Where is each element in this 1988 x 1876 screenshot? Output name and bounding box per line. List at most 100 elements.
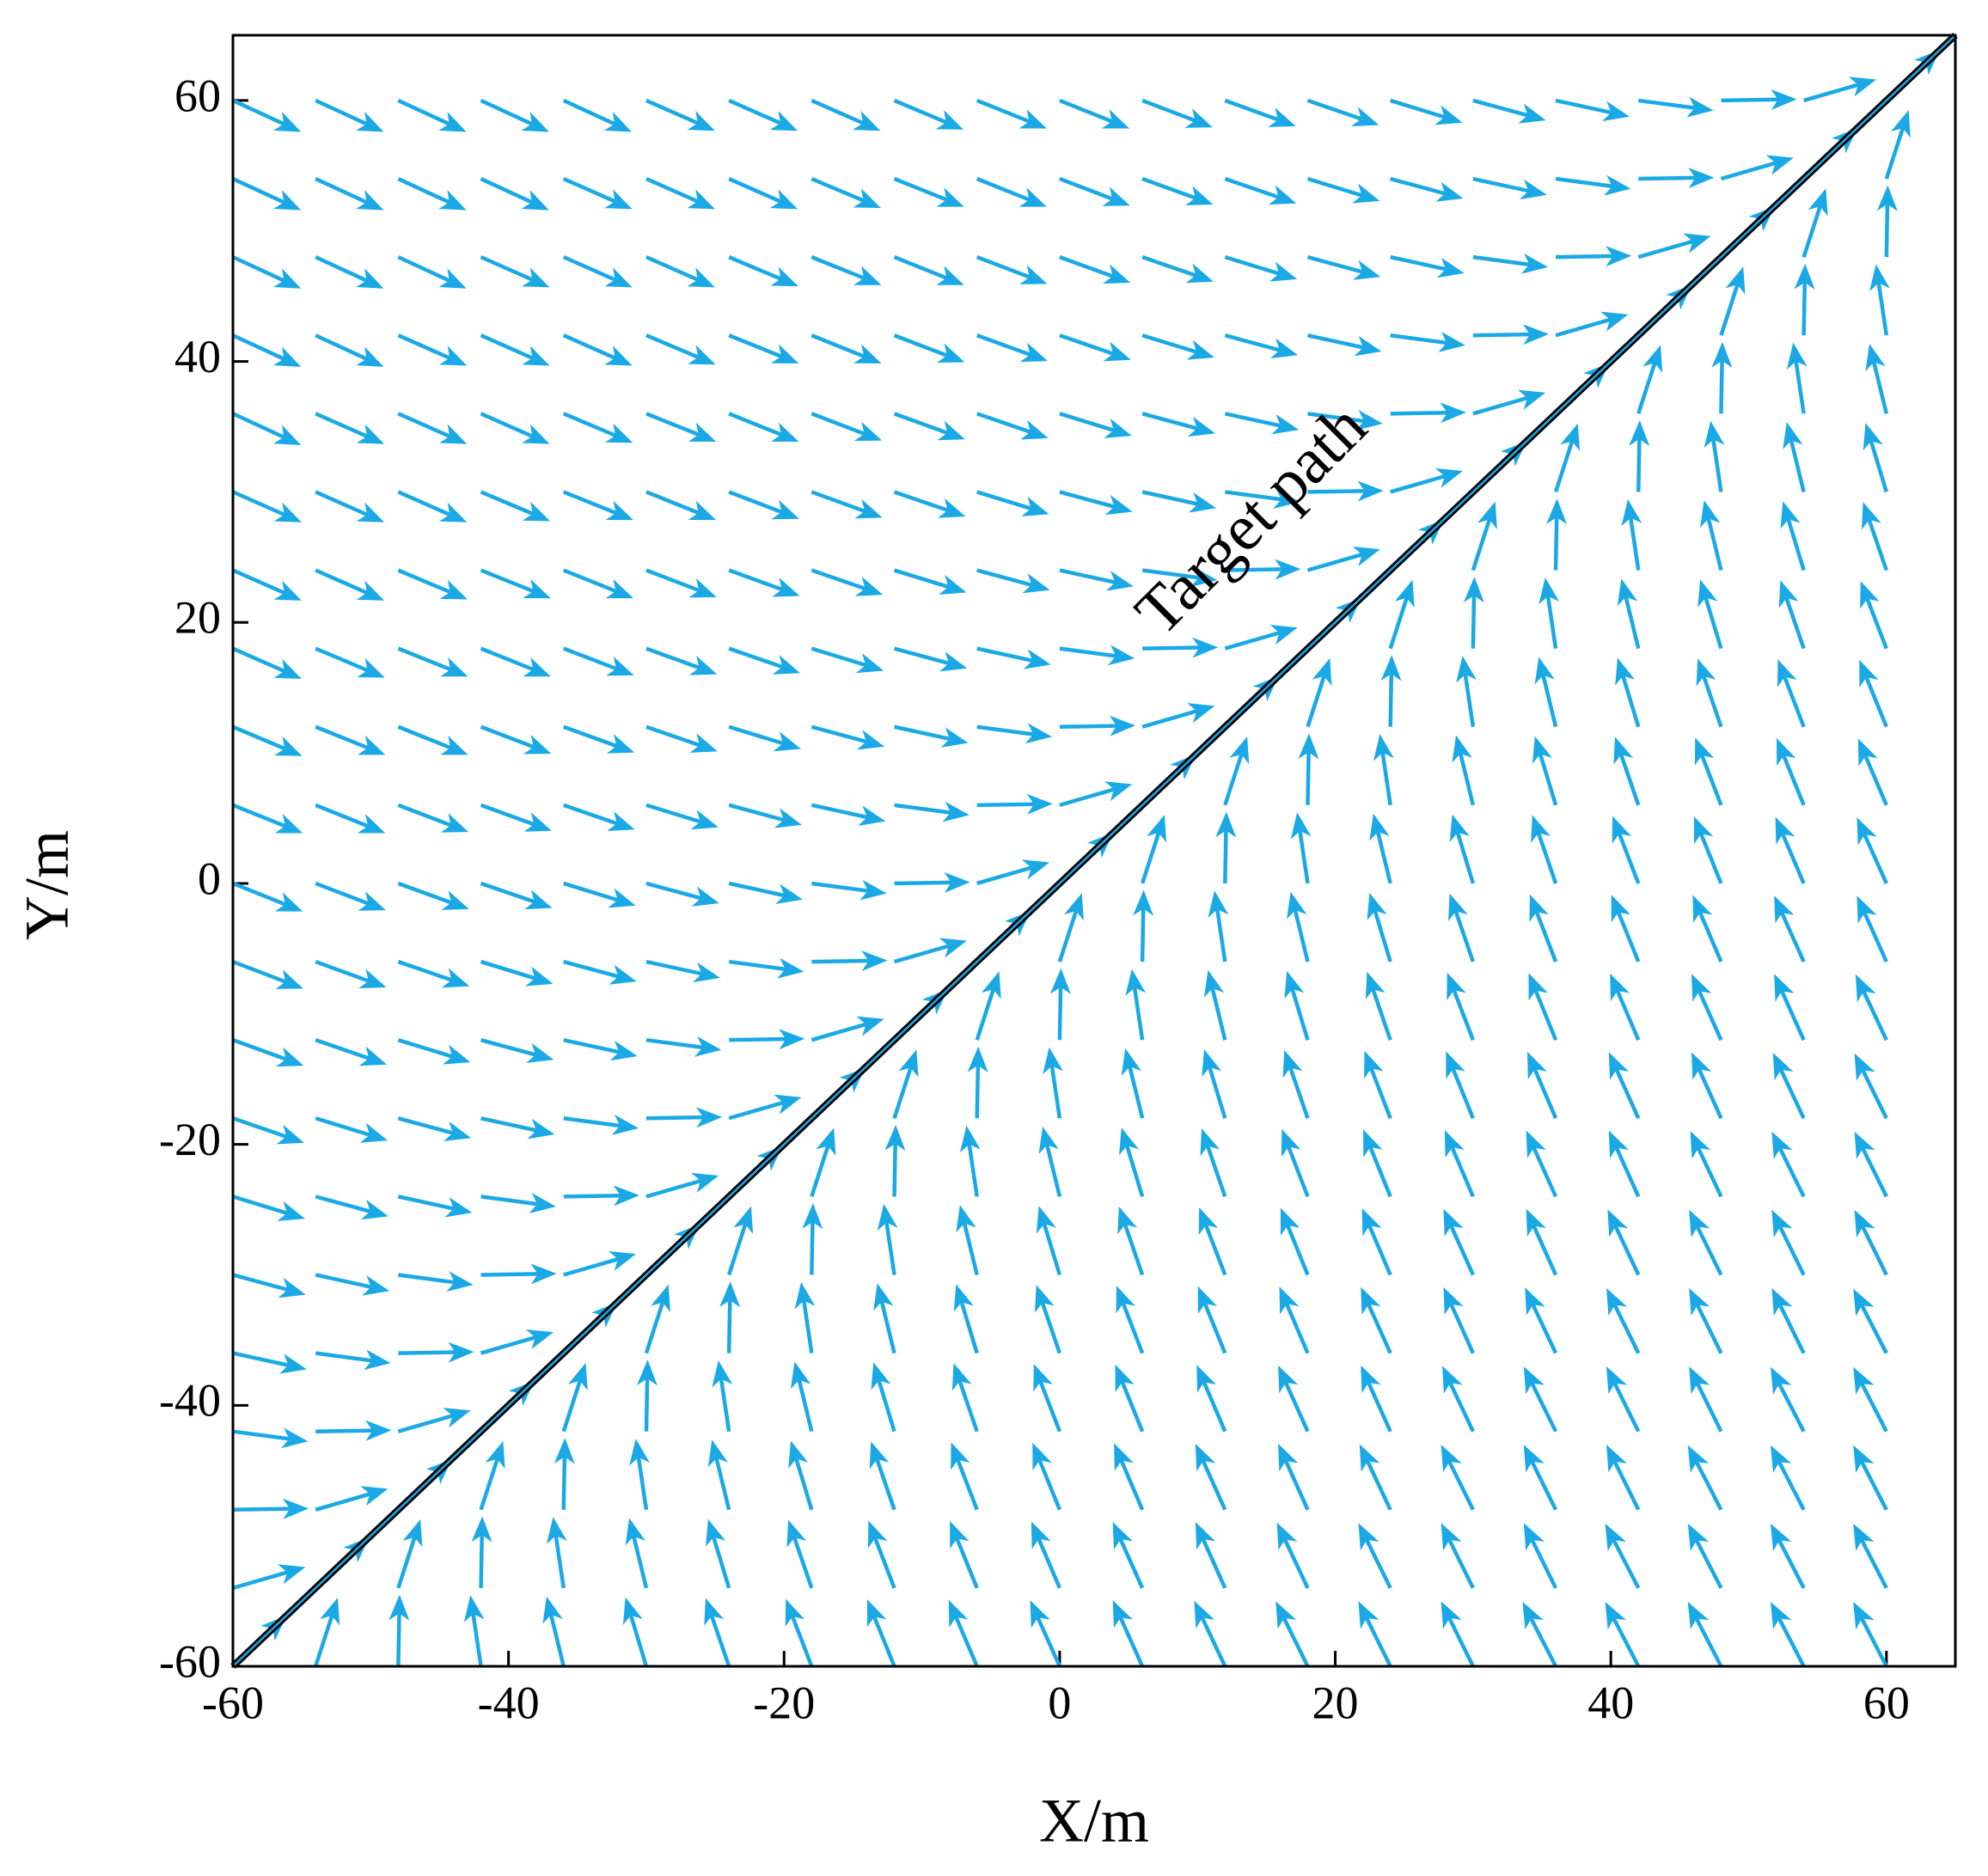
arrow-head	[1186, 339, 1214, 360]
arrow	[397, 1195, 473, 1218]
arrow-head	[1121, 1048, 1142, 1076]
arrow-shaft	[1450, 1146, 1475, 1198]
arrow-shaft	[1876, 281, 1889, 336]
arrow	[562, 724, 635, 754]
arrow	[396, 1519, 423, 1589]
arrow-head	[948, 1599, 969, 1628]
arrow-shaft	[894, 724, 951, 742]
arrow-head	[1197, 1286, 1218, 1314]
arrow	[786, 1519, 814, 1589]
arrow-shaft	[1388, 673, 1394, 727]
arrow	[1770, 1601, 1806, 1668]
arrow	[554, 1438, 575, 1510]
arrow-head	[1198, 1207, 1219, 1236]
arrow-shaft	[810, 333, 866, 359]
arrow-head	[1026, 793, 1053, 815]
arrow-shaft	[1455, 831, 1476, 884]
arrow-head	[959, 1125, 981, 1153]
arrow-head	[530, 1263, 557, 1285]
arrow-head	[463, 1595, 485, 1622]
arrow-shaft	[1694, 1460, 1723, 1511]
arrow	[315, 1116, 388, 1143]
arrow-head	[687, 189, 715, 210]
arrow-head	[786, 1519, 807, 1548]
arrow	[976, 490, 1049, 516]
arrow-shaft	[1057, 986, 1063, 1041]
arrow-shaft	[1777, 1382, 1806, 1433]
arrow-shaft	[893, 568, 950, 590]
arrow-head	[1520, 253, 1549, 274]
arrow-shaft	[232, 1351, 290, 1368]
arrow-shaft	[479, 1457, 500, 1511]
arrow-head	[604, 189, 633, 210]
arrow	[1526, 1208, 1558, 1276]
arrow-shaft	[1036, 1616, 1061, 1667]
arrow-shaft	[1059, 787, 1116, 808]
arrow-shaft	[1057, 909, 1079, 962]
arrow-head	[873, 1283, 894, 1311]
arrow	[1443, 1286, 1475, 1354]
arrow-head	[944, 872, 970, 893]
arrow-shaft	[728, 333, 783, 359]
arrow-head	[358, 814, 386, 834]
arrow-shaft	[562, 176, 617, 204]
arrow	[1859, 659, 1888, 728]
arrow-head	[1532, 736, 1552, 764]
arrow-head	[1853, 1288, 1875, 1317]
arrow-head	[858, 805, 886, 826]
arrow	[1687, 1523, 1723, 1589]
arrow-head	[733, 1206, 754, 1234]
arrow-head	[771, 344, 799, 364]
arrow-shaft	[645, 176, 700, 204]
arrow-shaft	[1862, 833, 1888, 884]
arrow-shaft	[957, 1379, 979, 1433]
arrow-head	[360, 1199, 388, 1220]
arrow-head	[1031, 1521, 1051, 1549]
arrow-shaft	[1205, 1145, 1227, 1198]
arrow-head	[356, 112, 384, 132]
arrow-shaft	[1037, 1458, 1062, 1511]
arrow-shaft	[1618, 753, 1641, 806]
arrow-head	[1606, 246, 1632, 267]
arrow-shaft	[480, 724, 535, 749]
arrow	[1142, 637, 1219, 658]
arrow-shaft	[1614, 1067, 1641, 1120]
arrow-head	[606, 657, 634, 676]
arrow	[397, 881, 469, 910]
arrow-head	[1605, 1601, 1627, 1630]
arrow	[728, 957, 804, 979]
arrow-shaft	[645, 255, 700, 282]
arrow-shaft	[1306, 751, 1311, 805]
arrow-head	[693, 962, 720, 983]
arrow	[1637, 96, 1714, 118]
arrow	[811, 879, 887, 901]
arrow-head	[1518, 103, 1546, 124]
arrow	[728, 881, 804, 905]
arrow	[1306, 657, 1332, 728]
arrow	[645, 98, 715, 131]
arrow-head	[1195, 1443, 1216, 1472]
arrow-head	[443, 1121, 472, 1142]
arrow-shaft	[1380, 751, 1392, 806]
arrow-shaft	[1613, 1225, 1641, 1276]
arrow-shaft	[1777, 1146, 1806, 1198]
arrow-head	[356, 190, 384, 211]
arrow	[1700, 500, 1723, 571]
arrow-head	[707, 1439, 729, 1468]
arrow-head	[522, 501, 551, 522]
arrow	[1298, 733, 1319, 805]
arrow-shaft	[1859, 1616, 1888, 1668]
arrow-shaft	[480, 646, 535, 672]
arrow-head	[1774, 895, 1795, 924]
arrow-shaft	[1390, 410, 1448, 416]
arrow-shaft	[1371, 987, 1392, 1041]
arrow-head	[439, 345, 468, 366]
arrow	[873, 1283, 896, 1354]
arrow-head	[446, 1271, 474, 1292]
arrow-shaft	[726, 1299, 732, 1354]
arrow-head	[1116, 1286, 1135, 1314]
arrow-head	[1689, 1366, 1710, 1395]
arrow-head	[1280, 1207, 1300, 1236]
arrow-shaft	[1203, 1223, 1227, 1276]
arrow	[1780, 501, 1806, 571]
